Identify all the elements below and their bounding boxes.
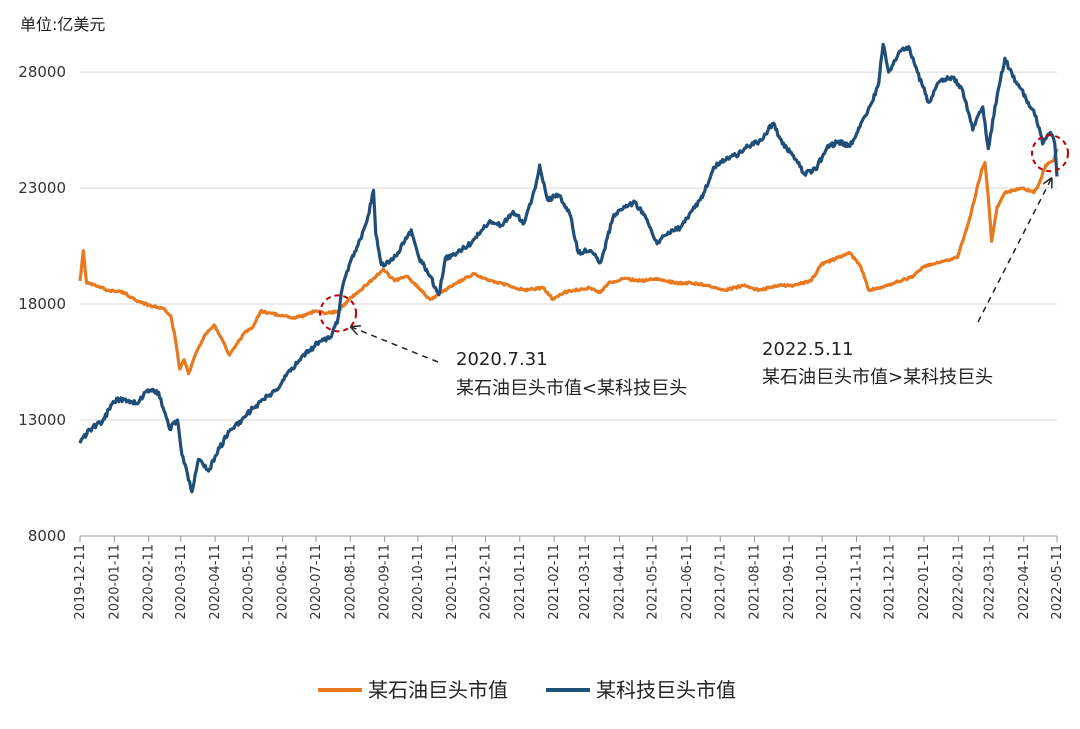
highlight-circle: [1031, 134, 1069, 173]
x-tick-label: 2019-12-11: [73, 544, 88, 620]
x-axis: 2019-12-11 2020-01-11 2020-02-11 2020-03-11…: [73, 535, 1065, 620]
highlight-circle: [319, 294, 358, 333]
annotation-text: 某石油巨头市值>某科技巨头: [762, 367, 993, 388]
legend-label-tech: 某科技巨头市值: [596, 678, 736, 702]
x-tick-label: 2021-05-11: [646, 544, 661, 620]
annotation-layer: 2020.7.31 某石油巨头市值<某科技巨头 2022.5.11 某石油巨头市值>某…: [319, 134, 1069, 399]
x-tick-label: 2021-09-11: [782, 544, 797, 620]
x-tick-label: 2020-12-11: [478, 544, 493, 620]
series-layer: [78, 42, 1059, 494]
y-tick-label: 28000: [18, 63, 66, 81]
series-line-oil: [78, 148, 1059, 376]
annotation-date: 2022.5.11: [762, 339, 854, 360]
x-tick-label: 2020-06-11: [276, 544, 291, 620]
x-tick-label: 2020-10-11: [411, 544, 426, 620]
x-tick-label: 2020-09-11: [378, 544, 393, 620]
x-tick-label: 2020-03-11: [174, 544, 189, 620]
x-tick-label: 2020-05-11: [241, 544, 256, 620]
x-tick-label: 2021-12-11: [883, 544, 898, 620]
y-tick-label: 13000: [18, 411, 66, 429]
x-tick-label: 2021-07-11: [713, 544, 728, 620]
x-tick-label: 2020-01-11: [107, 544, 122, 620]
y-axis: 8000 13000 18000 23000 28000: [18, 63, 66, 545]
y-tick-label: 18000: [18, 295, 66, 313]
x-tick-label: 2021-11-11: [850, 544, 865, 620]
x-tick-label: 2021-08-11: [748, 544, 763, 620]
x-tick-label: 2021-04-11: [612, 544, 627, 620]
legend-label-oil: 某石油巨头市值: [368, 678, 508, 702]
x-tick-label: 2021-06-11: [680, 544, 695, 620]
annotation-text: 某石油巨头市值<某科技巨头: [456, 378, 687, 399]
legend: 某石油巨头市值 某科技巨头市值: [318, 678, 736, 702]
x-tick-label: 2022-04-11: [1017, 544, 1032, 620]
annotation-arrow: [352, 327, 439, 363]
x-tick-label: 2021-03-11: [578, 544, 593, 620]
y-tick-label: 23000: [18, 179, 66, 197]
y-tick-label: 8000: [28, 527, 66, 545]
x-tick-label: 2020-04-11: [208, 544, 223, 620]
x-tick-label: 2020-11-11: [445, 544, 460, 620]
x-tick-label: 2022-01-11: [917, 544, 932, 620]
x-tick-label: 2022-03-11: [982, 544, 997, 620]
x-tick-label: 2021-01-11: [513, 544, 528, 620]
x-tick-label: 2021-02-11: [547, 544, 562, 620]
unit-label: 单位:亿美元: [20, 15, 105, 34]
x-tick-label: 2021-10-11: [815, 544, 830, 620]
y-gridlines: [80, 71, 1057, 421]
x-tick-label: 2020-07-11: [309, 544, 324, 620]
x-tick-label: 2020-02-11: [142, 544, 157, 620]
annotation-arrow: [977, 179, 1051, 323]
x-tick-label: 2022-02-11: [951, 544, 966, 620]
series-line-tech: [78, 42, 1059, 494]
annotation-date: 2020.7.31: [456, 349, 548, 370]
x-tick-label: 2020-08-11: [343, 544, 358, 620]
x-tick-label: 2022-05-11: [1050, 544, 1065, 620]
